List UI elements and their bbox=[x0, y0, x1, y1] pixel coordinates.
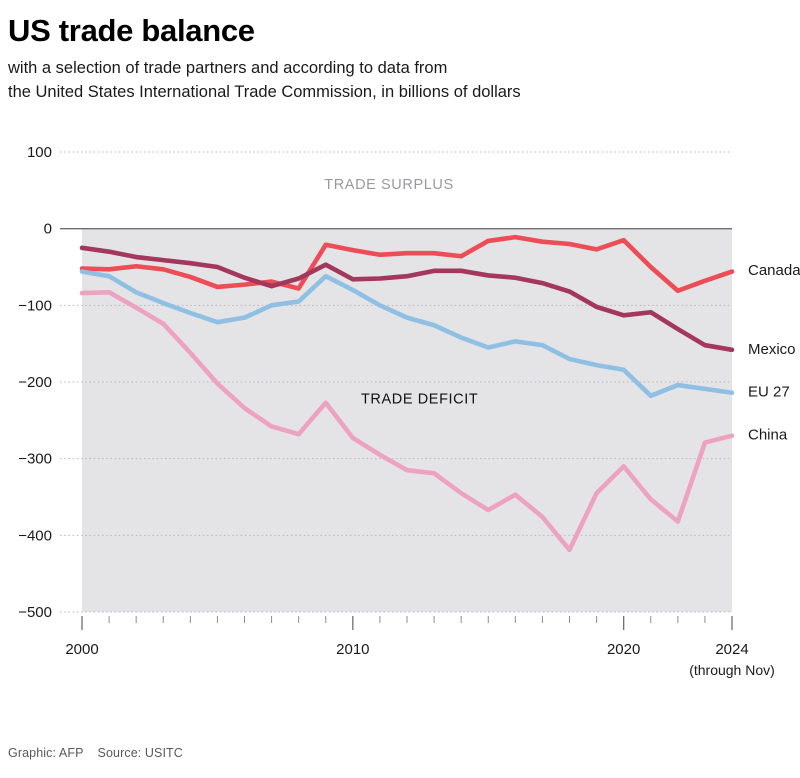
footer-source: Source: USITC bbox=[97, 746, 183, 760]
chart-subtitle-line1: with a selection of trade partners and a… bbox=[8, 59, 448, 78]
data-series-lines bbox=[79, 234, 735, 553]
chart-header: US trade balance with a selection of tra… bbox=[8, 13, 792, 104]
series-label-mexico: Mexico bbox=[748, 341, 796, 358]
y-tick-label: −400 bbox=[18, 527, 52, 544]
series-line-mexico bbox=[79, 245, 735, 353]
series-label-eu-27: EU 27 bbox=[748, 384, 790, 401]
chart-plot-area: 100 0 −100 −200 −300 −400 −500 Canada Mexico EU … bbox=[0, 132, 800, 692]
x-axis-tickmarks bbox=[81, 616, 733, 630]
x-axis-tick-labels: 2000 2010 2020 2024 (through Nov) bbox=[65, 641, 774, 678]
chart-footer: Graphic: AFP Source: USITC bbox=[8, 746, 197, 760]
series-line-china bbox=[79, 290, 735, 553]
y-tick-label: 100 bbox=[27, 144, 52, 161]
chart-subtitle: with a selection of trade partners and a… bbox=[8, 57, 778, 104]
line-chart-svg: 100 0 −100 −200 −300 −400 −500 Canada Mexico EU … bbox=[18, 144, 800, 678]
annotation-trade-deficit: TRADE DEFICIT bbox=[361, 391, 478, 407]
series-line-eu-27 bbox=[79, 269, 735, 399]
y-tick-label: −100 bbox=[18, 297, 52, 314]
x-axis-sub-note: (through Nov) bbox=[689, 662, 775, 678]
y-tick-label: −300 bbox=[18, 451, 52, 468]
x-tick-label-2024: 2024 bbox=[715, 641, 748, 658]
x-tick-label-2010: 2010 bbox=[336, 641, 369, 658]
footer-graphic: Graphic: AFP bbox=[8, 746, 84, 760]
gridlines bbox=[60, 151, 732, 613]
y-tick-label: −500 bbox=[18, 604, 52, 621]
zone-annotations: TRADE SURPLUS TRADE DEFICIT bbox=[324, 177, 478, 408]
series-labels: Canada Mexico EU 27 China bbox=[748, 262, 800, 444]
series-label-china: China bbox=[748, 427, 788, 444]
y-tick-label: −200 bbox=[18, 374, 52, 391]
series-line-canada bbox=[79, 234, 735, 294]
series-label-canada: Canada bbox=[748, 262, 800, 279]
chart-subtitle-line2: the United States International Trade Co… bbox=[8, 82, 521, 101]
annotation-trade-surplus: TRADE SURPLUS bbox=[324, 177, 453, 193]
x-tick-label-2000: 2000 bbox=[65, 641, 98, 658]
y-tick-label: 0 bbox=[44, 221, 52, 238]
page-title: US trade balance bbox=[8, 13, 255, 48]
deficit-band bbox=[82, 228, 732, 612]
plot-background-band bbox=[82, 228, 732, 612]
y-axis-tick-labels: 100 0 −100 −200 −300 −400 −500 bbox=[18, 144, 52, 621]
x-tick-label-2020: 2020 bbox=[607, 641, 640, 658]
